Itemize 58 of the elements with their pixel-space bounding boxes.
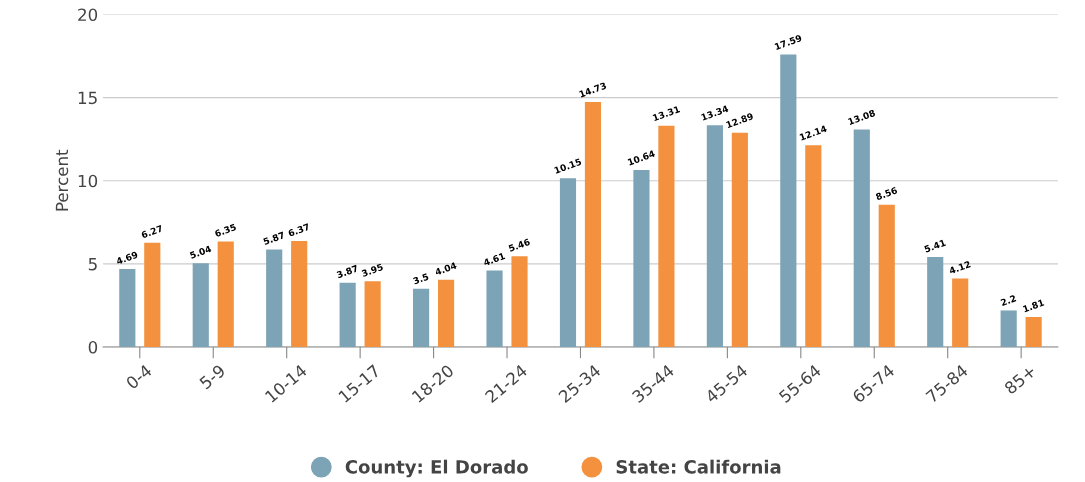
bar [780,54,797,348]
bar [364,281,381,348]
data-label: 5.04 [189,245,212,259]
data-label: 5.46 [508,238,531,252]
bar [853,129,870,348]
y-tick-label: 15 [78,91,97,105]
data-label: 4.12 [948,260,971,275]
data-label: 5.87 [262,231,285,246]
bar [192,263,209,348]
bar [927,257,944,348]
data-label: 17.59 [774,34,803,51]
bar [1025,316,1042,348]
bar [144,242,161,348]
y-tick-label: 10 [78,174,98,188]
bar [437,279,455,348]
data-label: 3.87 [336,264,359,279]
data-label: 5.41 [924,239,946,253]
x-tick-label: 0-4 [125,363,153,390]
bar [559,178,577,348]
data-label: 2.2 [1000,294,1017,306]
data-label: 3.5 [412,273,429,285]
y-axis-title: Percent [55,149,69,211]
data-label: 13.08 [847,109,876,126]
data-label: 6.27 [140,224,163,239]
bar [658,125,675,348]
data-label: 6.37 [287,223,310,237]
x-tick-label: 5-9 [198,363,226,390]
data-label: 6.35 [214,223,237,238]
bar [413,288,430,348]
bar [1000,310,1017,348]
data-label: 1.81 [1022,298,1045,313]
bar [339,282,356,348]
data-label: 13.31 [652,105,681,122]
y-tick-label: 0 [88,341,98,354]
bar [266,249,283,348]
data-label: 4.61 [483,252,506,267]
bar [706,125,723,348]
bar [878,204,895,348]
bar [584,102,602,348]
legend-label: County: El Dorado [345,459,528,478]
bar [119,269,136,348]
bar [217,241,234,348]
data-label: 4.04 [434,261,458,276]
bar [952,278,969,348]
bar [731,132,748,348]
bar [291,241,308,348]
data-label: 4.69 [115,251,139,265]
x-tick-label: 85+ [1003,364,1037,395]
data-label: 3.95 [361,263,384,278]
bar [805,145,822,348]
y-tick-label: 20 [78,8,98,22]
data-label: 8.56 [875,186,898,201]
y-tick-label: 5 [88,258,97,271]
data-label: 12.89 [725,112,754,129]
legend-label: State: California [616,459,781,474]
bar [633,170,650,348]
bar [486,270,503,348]
bar [511,256,528,348]
